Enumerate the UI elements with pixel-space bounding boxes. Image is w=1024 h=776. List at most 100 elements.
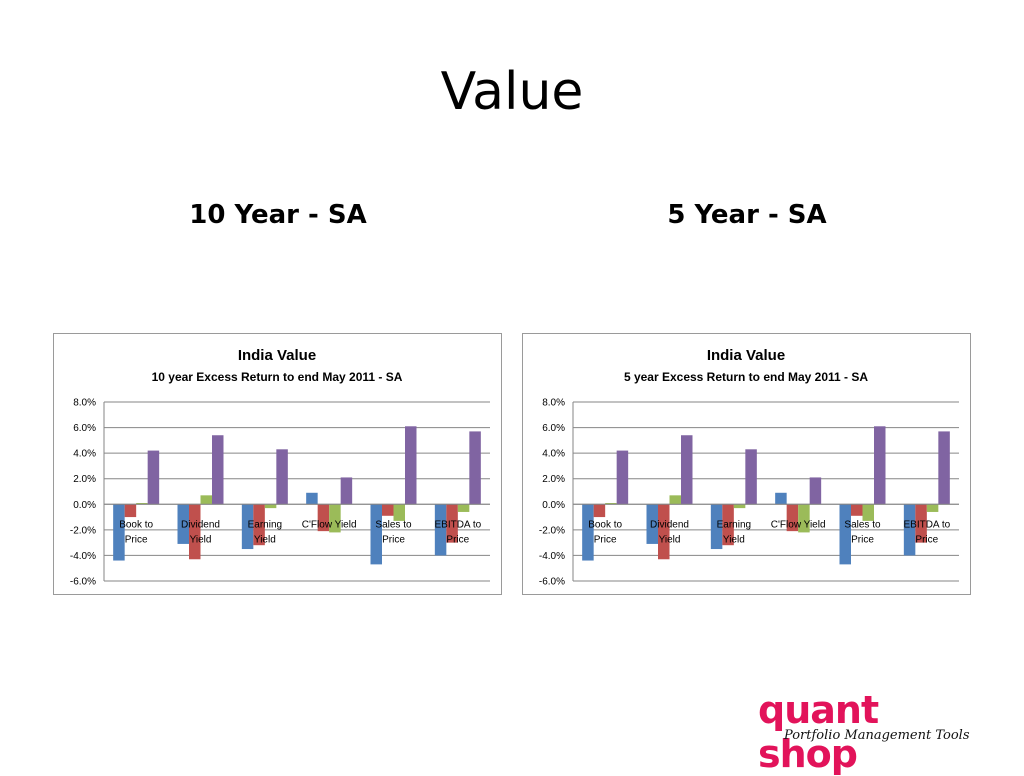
bar [809,477,822,505]
bar [786,504,799,532]
bar [382,504,394,516]
bar [722,504,734,546]
bar [938,431,950,505]
bar [582,504,594,561]
category-label: Yield [723,534,745,545]
bar [616,450,629,505]
chart-title: India Value [238,347,316,364]
chart-title: India Value [707,347,785,364]
bar [851,504,863,516]
bar [136,503,148,505]
category-label: Price [594,534,617,545]
category-label: Yield [659,534,681,545]
category-label: Sales to [375,519,412,530]
bar [340,477,353,505]
category-label: EBITDA to [434,519,481,530]
y-tick-label: 6.0% [542,423,565,434]
bar [605,503,617,505]
category-label: EBITDA to [903,519,950,530]
category-label: Dividend [181,519,220,530]
bar [306,492,318,505]
bar [658,504,670,560]
bar [317,504,330,532]
bar [745,449,757,505]
chart-subtitle: 10 year Excess Return to end May 2011 - … [152,370,403,384]
category-label: Earning [717,519,751,530]
bar [264,504,277,509]
category-label: Sales to [844,519,881,530]
y-tick-label: -4.0% [539,551,565,562]
y-tick-label: 4.0% [542,449,565,460]
bar [200,495,212,505]
bar [276,449,288,505]
bar [405,426,417,505]
bar [329,504,341,533]
bar [903,504,916,556]
category-label: Price [915,534,938,545]
bar [124,504,137,518]
y-tick-label: -6.0% [539,577,565,588]
bar [874,426,886,505]
slide-title: Value [440,62,584,122]
y-tick-label: 2.0% [542,474,565,485]
category-label: Book to [588,519,622,530]
y-tick-label: 8.0% [73,398,96,409]
bar [646,504,658,544]
bar [393,504,405,521]
y-tick-label: 4.0% [73,449,96,460]
bar [710,504,723,550]
y-tick-label: -2.0% [70,525,96,536]
category-label: Price [446,534,469,545]
category-label: Price [382,534,405,545]
chart-5-year: India Value 5 year Excess Return to end M… [522,333,971,595]
left-chart-heading: 10 Year - SA [189,200,367,230]
category-label: C'Flow Yield [771,519,826,530]
bar [434,504,447,556]
chart-subtitle: 5 year Excess Return to end May 2011 - S… [624,370,868,384]
right-chart-heading: 5 Year - SA [667,200,827,230]
y-tick-label: -2.0% [539,525,565,536]
bar [926,504,939,512]
bar [915,504,927,543]
bar [446,504,458,543]
bar [113,504,125,561]
category-label: Yield [254,534,276,545]
category-label: Yield [190,534,212,545]
bar [469,431,481,505]
category-label: Price [851,534,874,545]
y-tick-label: 2.0% [73,474,96,485]
bar [862,504,874,521]
y-tick-label: 8.0% [542,398,565,409]
category-label: Book to [119,519,153,530]
quant-shop-logo: quant shop Portfolio Management Tools [758,688,988,776]
bar [669,495,681,505]
category-label: Dividend [650,519,689,530]
bar [593,504,606,518]
bar [681,435,693,505]
category-label: C'Flow Yield [302,519,357,530]
chart-10-year-svg: India Value 10 year Excess Return to end … [70,347,490,588]
logo-tagline: Portfolio Management Tools [784,728,970,743]
bar [457,504,470,512]
bar [775,492,787,505]
chart-10-year: India Value 10 year Excess Return to end … [53,333,502,595]
y-tick-label: 0.0% [73,500,96,511]
bar [253,504,265,546]
bar [189,504,201,560]
bar [147,450,160,505]
y-tick-label: -6.0% [70,577,96,588]
logo-wordmark: quant shop [758,688,879,776]
bar [798,504,810,533]
bar [370,504,382,565]
y-tick-label: 0.0% [542,500,565,511]
bar [241,504,254,550]
chart-5-year-svg: India Value 5 year Excess Return to end M… [539,347,959,588]
category-label: Earning [248,519,282,530]
bar [212,435,224,505]
y-tick-label: 6.0% [73,423,96,434]
bar [839,504,851,565]
bar [177,504,189,544]
bar [733,504,746,509]
category-label: Price [125,534,148,545]
y-tick-label: -4.0% [70,551,96,562]
